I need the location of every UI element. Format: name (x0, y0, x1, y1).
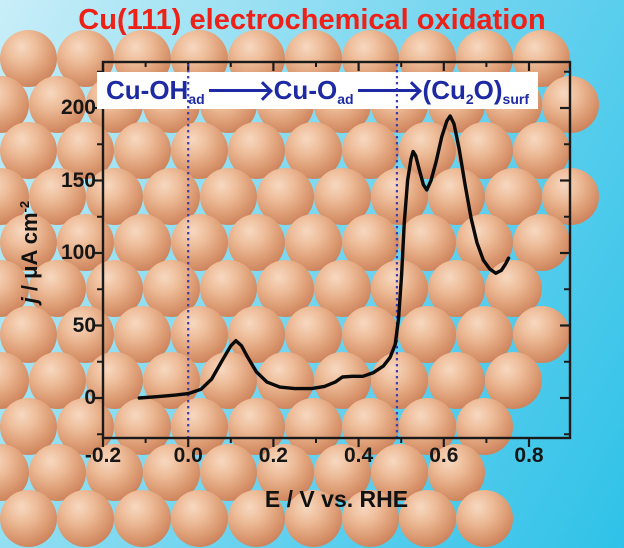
cu-atom-sphere (0, 489, 57, 547)
x-tick-label: 0.8 (514, 444, 544, 467)
cu-atom-sphere (56, 489, 114, 547)
banner-subscript: 2 (465, 91, 474, 107)
x-tick-label: -0.2 (84, 444, 122, 467)
y-tick-label: 0 (84, 386, 96, 409)
y-axis-label-part: j (17, 297, 43, 304)
banner-subscript: ad (337, 91, 354, 107)
x-tick-label: 0.0 (173, 444, 203, 467)
reaction-pathway-banner: Cu-OH ad Cu-O ad (Cu 2 O) surf (97, 72, 538, 109)
reaction-arrow-icon (208, 89, 270, 92)
cu-atom-sphere (113, 489, 171, 547)
y-tick-label: 150 (60, 168, 96, 192)
banner-species: Cu-OH (106, 75, 189, 105)
banner-species: Cu-O (273, 75, 338, 105)
cu-atom-sphere (398, 489, 456, 547)
cu-atom-sphere (284, 489, 342, 547)
y-tick-label: 50 (72, 313, 96, 337)
banner-species: O) (473, 75, 503, 105)
cu-atom-sphere (455, 489, 513, 547)
cu-atom-sphere (227, 489, 285, 547)
figure-title: Cu(111) electrochemical oxidation (78, 4, 546, 36)
reaction-arrow-icon (357, 89, 419, 92)
x-tick-label: 0.6 (429, 444, 459, 467)
cu-atom-sphere (170, 489, 228, 547)
y-axis-label: j / μA cm-2 (17, 162, 43, 342)
x-tick-label: 0.4 (343, 444, 374, 467)
x-axis-label: E / V vs. RHE (264, 486, 409, 512)
y-axis-label-part: -2 (16, 200, 32, 213)
x-tick-label: 0.2 (258, 444, 288, 467)
plot-frame (101, 60, 572, 440)
banner-subscript: surf (502, 91, 529, 107)
cu-atom-sphere (341, 489, 399, 547)
y-tick-label: 200 (60, 96, 96, 119)
y-axis-label-part: / μA cm (17, 212, 43, 298)
banner-species: (Cu (422, 75, 466, 105)
banner-subscript: ad (188, 91, 205, 107)
y-tick-label: 100 (60, 241, 96, 264)
